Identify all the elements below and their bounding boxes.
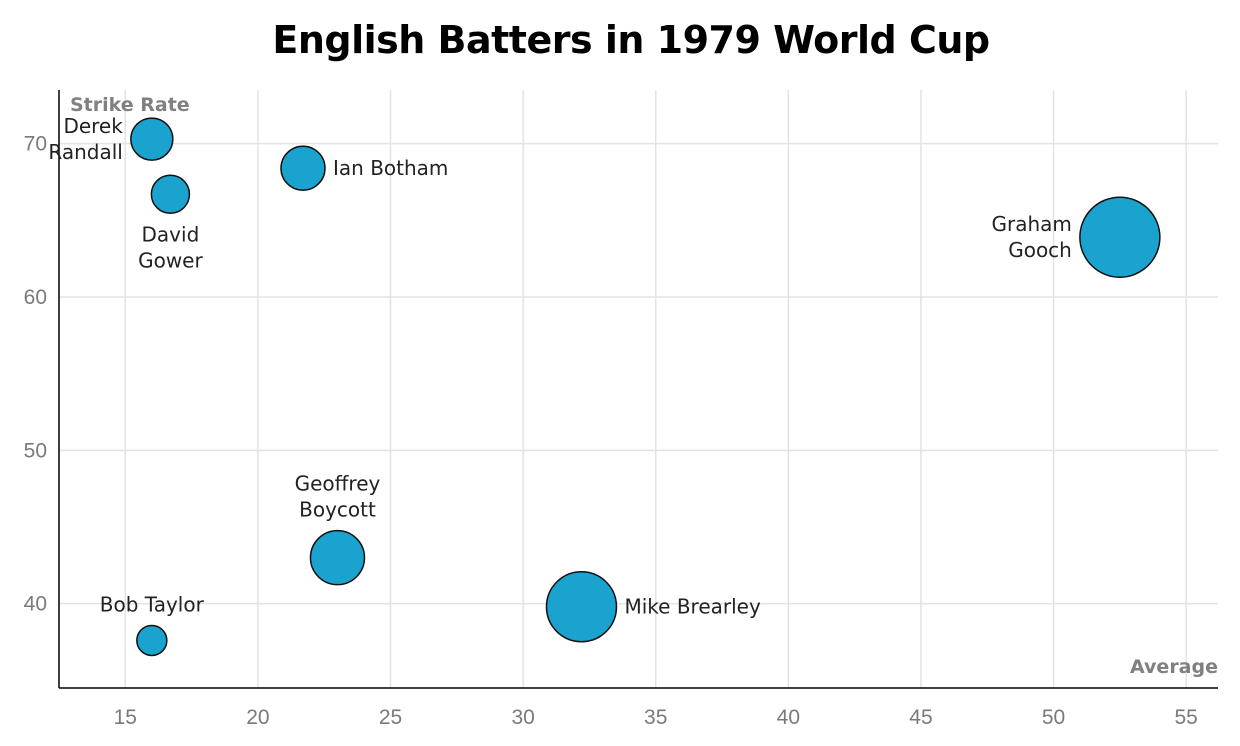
bubble xyxy=(1079,196,1161,278)
bubble xyxy=(130,117,174,161)
x-tick-label: 30 xyxy=(511,706,534,729)
bubble xyxy=(150,174,191,215)
x-tick-label: 20 xyxy=(246,706,269,729)
y-axis-title: Strike Rate xyxy=(70,94,190,116)
data-point-label: Bob Taylor xyxy=(100,592,205,616)
data-point-label-line: Geoffrey xyxy=(295,472,381,496)
bubble xyxy=(280,145,326,191)
bubble xyxy=(545,570,618,643)
data-point-label-line: Gower xyxy=(138,248,203,272)
data-point-label-line: Gooch xyxy=(1008,238,1072,262)
data-point: Mike Brearley xyxy=(545,570,761,643)
data-point-label: Graham Gooch xyxy=(991,212,1071,262)
x-tick-label: 45 xyxy=(909,706,932,729)
x-tick-label: 35 xyxy=(644,706,667,729)
x-tick-label: 50 xyxy=(1042,706,1065,729)
data-point-label: Geoffrey Boycott xyxy=(295,472,381,522)
data-point-label-line: Ian Botham xyxy=(333,156,448,180)
data-point-label-line: Randall xyxy=(48,140,122,164)
x-axis-title: Average xyxy=(1130,656,1218,678)
chart-title: English Batters in 1979 World Cup xyxy=(272,18,990,62)
data-point-label: David Gower xyxy=(138,222,203,272)
data-point-label-line: Boycott xyxy=(299,498,376,522)
x-tick-label: 25 xyxy=(379,706,402,729)
data-point-label-line: Derek xyxy=(63,114,123,138)
data-point-label: Mike Brearley xyxy=(624,595,760,619)
data-point-label-line: Bob Taylor xyxy=(100,592,205,616)
y-tick-label: 40 xyxy=(24,593,47,616)
data-point: David Gower xyxy=(138,174,203,272)
y-tick-label: 70 xyxy=(24,133,47,156)
y-tick-label: 50 xyxy=(24,439,47,462)
data-point: Graham Gooch xyxy=(991,196,1161,278)
data-point: Geoffrey Boycott xyxy=(295,472,381,586)
x-tick-label: 55 xyxy=(1174,706,1197,729)
data-point: Derek Randall xyxy=(48,114,174,164)
bubble xyxy=(309,529,366,586)
data-point-label-line: Graham xyxy=(991,212,1071,236)
x-tick-label: 40 xyxy=(777,706,800,729)
data-point: Ian Botham xyxy=(280,145,448,191)
x-tick-label: 15 xyxy=(114,706,137,729)
data-point-label-line: David xyxy=(142,222,200,246)
y-tick-label: 60 xyxy=(24,286,47,309)
data-point-label: Derek Randall xyxy=(48,114,123,164)
gridlines xyxy=(59,90,1218,688)
data-point-label-line: Mike Brearley xyxy=(624,595,760,619)
data-point-label: Ian Botham xyxy=(333,156,448,180)
data-point: Bob Taylor xyxy=(100,592,205,657)
bubble xyxy=(136,624,168,657)
